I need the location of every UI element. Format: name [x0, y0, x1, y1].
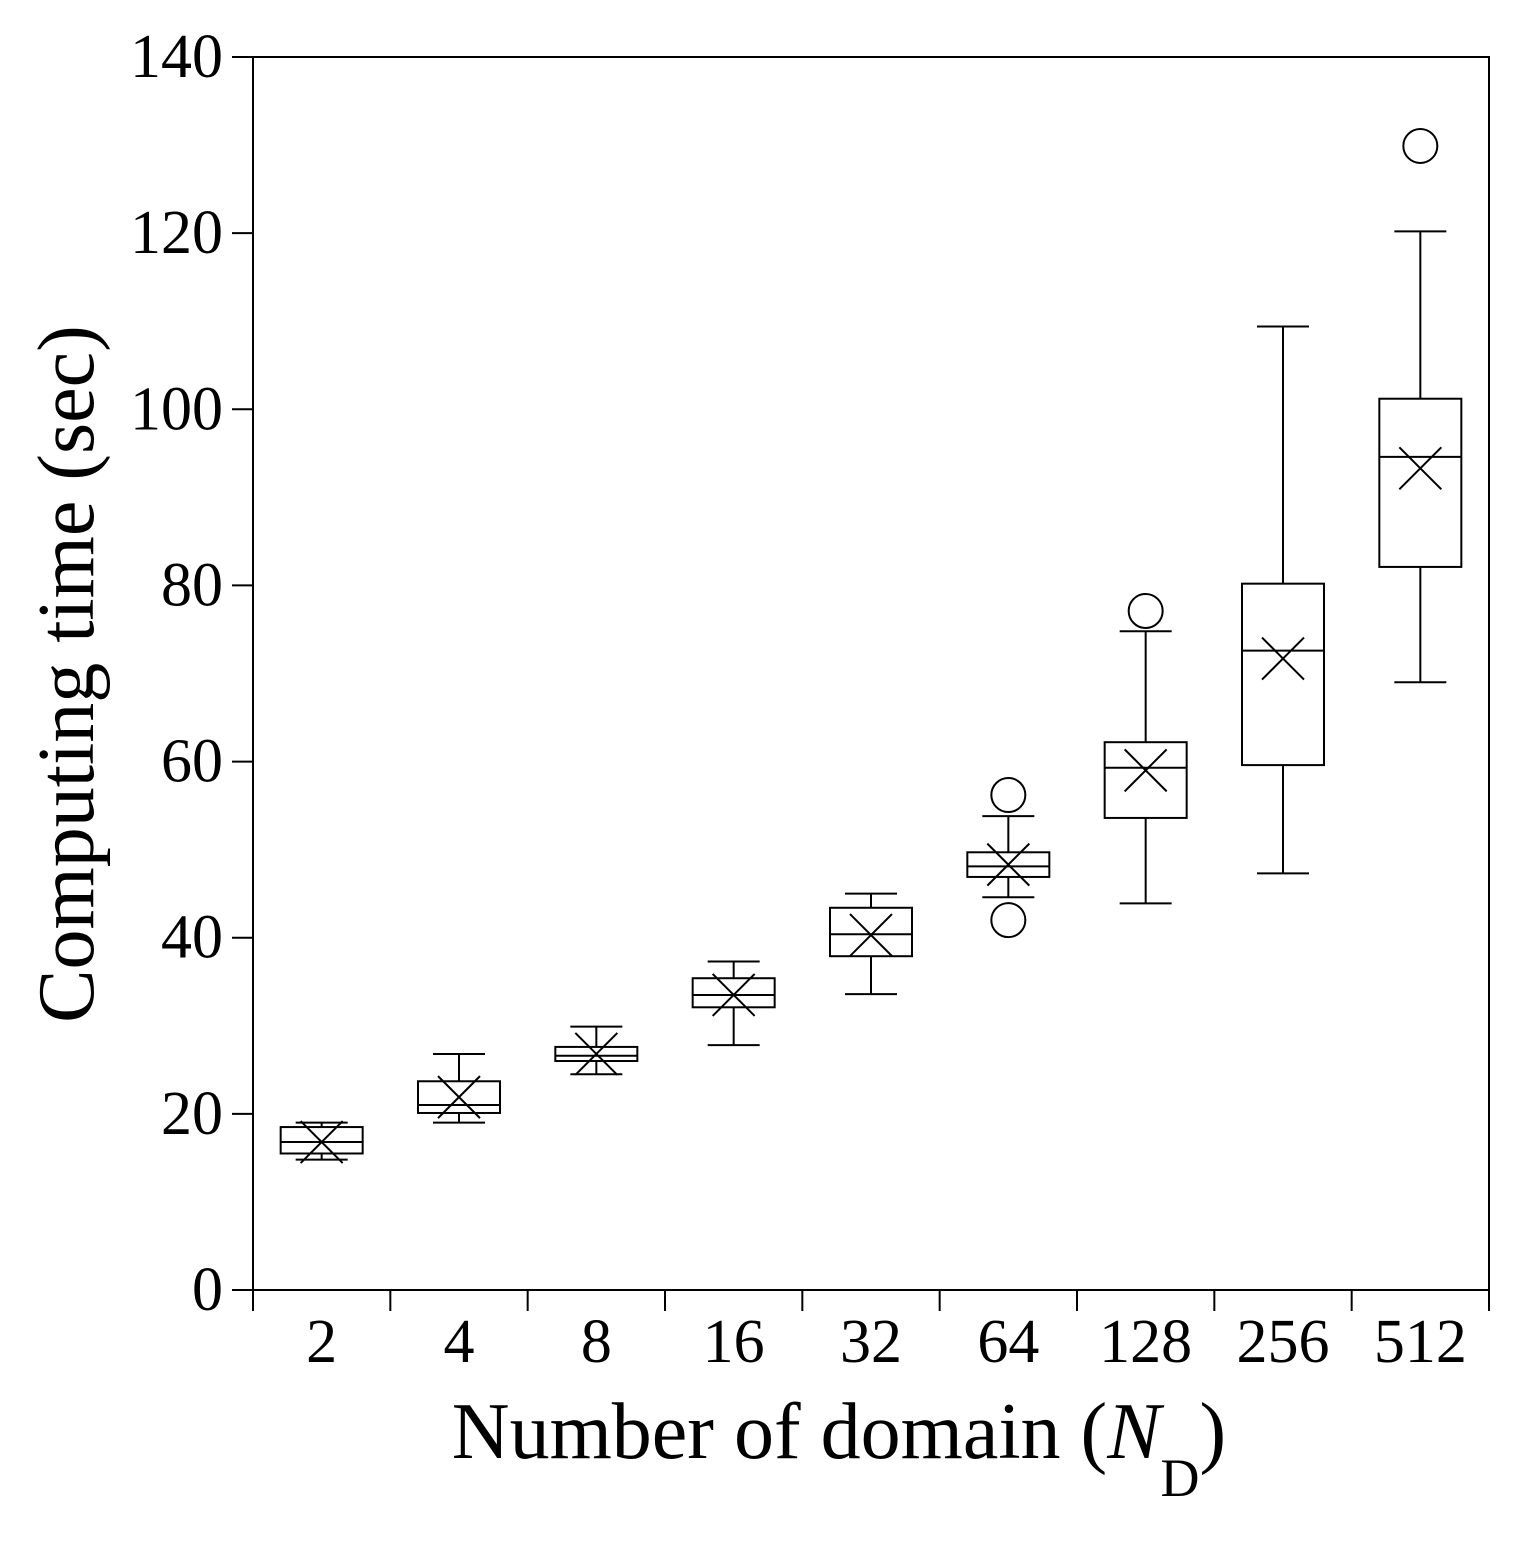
iqr-box [691, 977, 776, 1009]
y-tick-label: 140 [130, 23, 223, 91]
mean-marker [986, 842, 1031, 887]
mean-marker [1398, 446, 1443, 491]
x-axis-title-main: Number of domain ( [452, 1388, 1107, 1476]
x-tick-label: 512 [1374, 1308, 1467, 1376]
y-tick-label: 80 [161, 551, 223, 619]
iqr-box [829, 906, 913, 958]
mean-marker [574, 1032, 619, 1076]
mean-marker [711, 973, 756, 1017]
box-512 [1378, 127, 1463, 684]
plot-area-border [252, 56, 1490, 1291]
iqr-box [1378, 397, 1463, 568]
outlier-point [1127, 592, 1164, 629]
box-8 [554, 1025, 639, 1076]
box-series [279, 127, 1463, 1164]
mean-marker [1123, 748, 1168, 793]
box-128 [1103, 592, 1188, 905]
x-axis-title-sub: D [1161, 1448, 1200, 1508]
x-tick-label: 4 [444, 1308, 475, 1376]
x-axis-title-var: N [1106, 1388, 1165, 1476]
y-tick-label: 20 [161, 1080, 223, 1148]
y-tick-label: 60 [161, 728, 223, 796]
y-axis: 0 20 40 60 80 100 120 140 [130, 23, 253, 1324]
y-tick-label: 120 [130, 199, 223, 267]
x-axis-title: Number of domain (ND) [452, 1388, 1226, 1508]
plot-frame [252, 56, 1490, 1291]
x-tick-label: 32 [840, 1308, 902, 1376]
mean-marker [849, 913, 893, 957]
box-4 [417, 1052, 501, 1124]
outlier-point [990, 902, 1027, 939]
x-axis: 2 4 8 16 32 64 128 256 512 [252, 1290, 1490, 1376]
mean-marker [437, 1075, 481, 1119]
mean-marker [1261, 636, 1305, 681]
outlier-point [990, 777, 1027, 814]
box-32 [829, 892, 913, 996]
iqr-box [1241, 582, 1325, 767]
box-2 [279, 1120, 364, 1164]
box-16 [691, 960, 776, 1047]
box-256 [1241, 325, 1325, 875]
y-tick-label: 40 [161, 904, 223, 972]
y-axis-title: Computing time (sec) [23, 325, 111, 1023]
x-tick-label: 8 [581, 1308, 612, 1376]
iqr-box [279, 1126, 364, 1155]
x-tick-label: 64 [977, 1308, 1039, 1376]
outlier-point [1402, 127, 1439, 164]
x-tick-label: 128 [1099, 1308, 1192, 1376]
y-tick-label: 0 [192, 1256, 223, 1324]
x-tick-label: 16 [703, 1308, 765, 1376]
x-tick-label: 2 [306, 1308, 337, 1376]
y-tick-label: 100 [130, 375, 223, 443]
x-axis-title-close: ) [1200, 1388, 1227, 1476]
iqr-box [417, 1080, 501, 1114]
iqr-box [1103, 741, 1188, 819]
box-64 [966, 777, 1051, 939]
x-tick-label: 256 [1237, 1308, 1330, 1376]
mean-marker [299, 1120, 344, 1164]
